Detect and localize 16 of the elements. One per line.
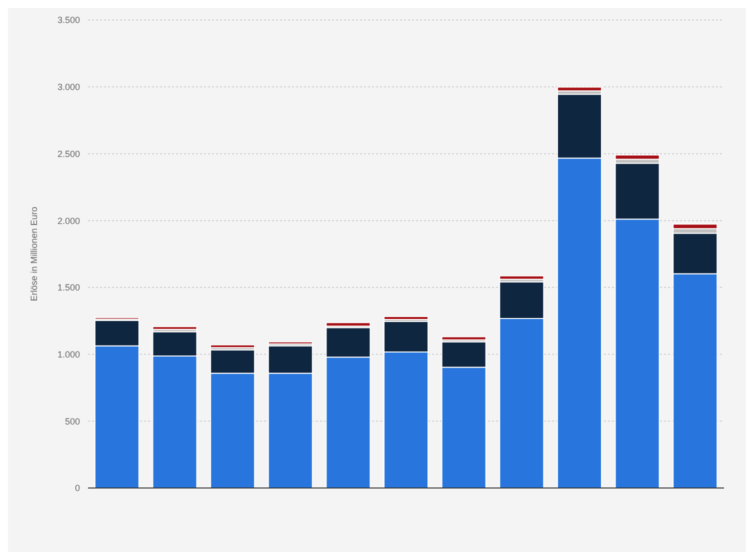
- bar: [499, 275, 544, 280]
- bar: [556, 86, 602, 92]
- bar: [384, 316, 429, 320]
- bar: [210, 344, 256, 348]
- y-tick-label: 2.500: [57, 148, 80, 159]
- bar: [441, 336, 486, 340]
- y-axis-title: Erlöse in Millionen Euro: [29, 206, 40, 302]
- bar: [614, 154, 660, 160]
- y-tick-label: 3.500: [57, 15, 80, 26]
- y-tick-label: 3.000: [57, 82, 80, 92]
- y-tick-label: 2.000: [57, 216, 80, 226]
- y-tick-label: 1.500: [57, 282, 80, 293]
- bar: [152, 326, 198, 330]
- y-tick-label: 0: [74, 483, 80, 494]
- y-tick-label: 500: [64, 416, 80, 426]
- y-tick-label: 1.000: [57, 349, 80, 360]
